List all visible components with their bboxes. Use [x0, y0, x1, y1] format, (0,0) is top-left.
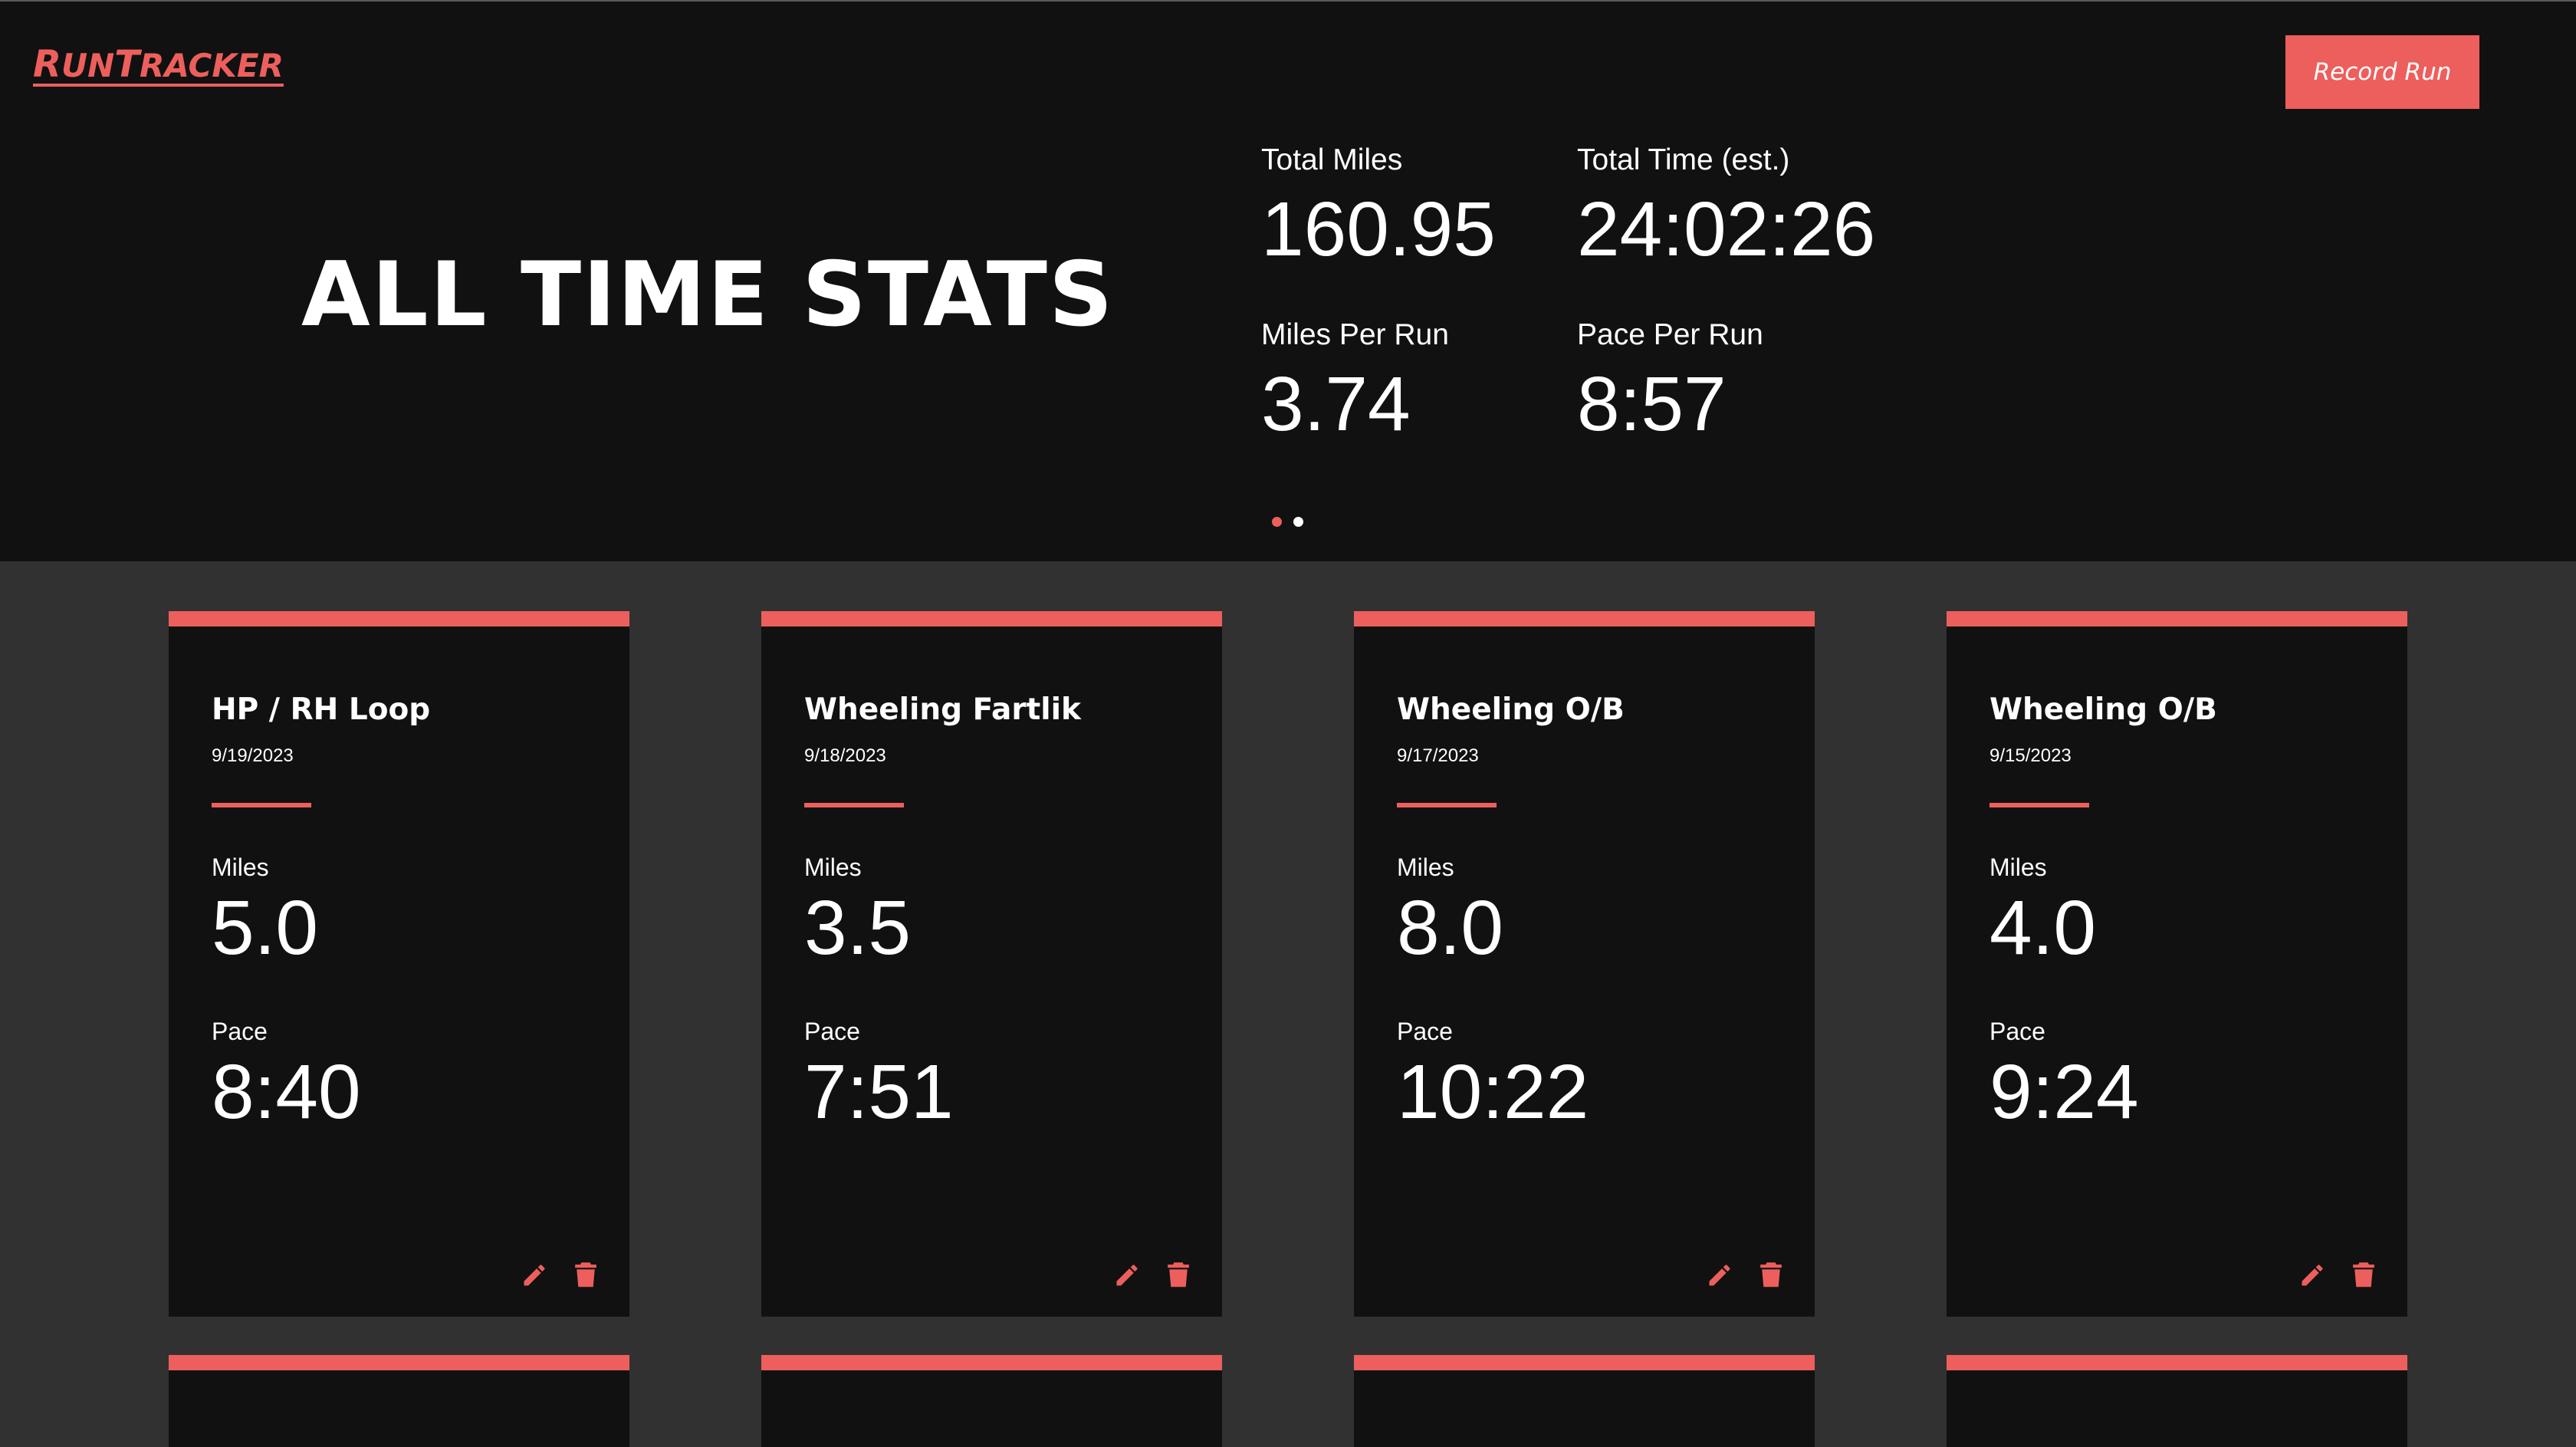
miles-value: 4.0: [1990, 885, 2097, 971]
card-divider: [804, 803, 904, 807]
pace-label: Pace: [212, 1018, 268, 1045]
miles-label: Miles: [1397, 853, 1454, 881]
run-name: Wheeling O/B: [1990, 692, 2217, 727]
trash-icon[interactable]: [573, 1261, 599, 1289]
pencil-icon[interactable]: [2298, 1261, 2326, 1289]
run-card: Wheeling O/B 9/15/2023 Miles 4.0 Pace 9:…: [1947, 611, 2407, 1317]
run-card: HP / RH Loop 9/19/2023 Miles 5.0 Pace 8:…: [169, 611, 629, 1317]
page-title: ALL TIME STATS: [301, 243, 1115, 347]
pencil-icon[interactable]: [1706, 1261, 1733, 1289]
logo-letter-t: T: [114, 43, 140, 86]
stat-total-miles: Total Miles 160.95: [1261, 143, 1496, 268]
miles-label: Miles: [212, 853, 269, 881]
card-divider: [212, 803, 311, 807]
logo-part-un: un: [61, 47, 115, 84]
pencil-icon[interactable]: [1113, 1261, 1141, 1289]
run-card-partial: [761, 1355, 1222, 1447]
card-actions: [1706, 1261, 1784, 1289]
run-date: 9/18/2023: [804, 745, 886, 766]
pace-value: 9:24: [1990, 1049, 2139, 1135]
carousel-dot-2[interactable]: [1293, 517, 1303, 527]
trash-icon[interactable]: [1165, 1261, 1191, 1289]
record-run-button[interactable]: Record Run: [2285, 35, 2479, 109]
stat-label: Miles Per Run: [1261, 318, 1449, 351]
stat-label: Pace Per Run: [1577, 318, 1763, 351]
pace-value: 10:22: [1397, 1049, 1589, 1135]
stat-pace-per-run: Pace Per Run 8:57: [1577, 318, 1763, 442]
card-actions: [2298, 1261, 2377, 1289]
stat-value: 160.95: [1261, 186, 1496, 272]
miles-label: Miles: [1990, 853, 2047, 881]
pace-value: 8:40: [212, 1049, 361, 1135]
carousel-dots: [1272, 517, 1303, 527]
stat-value: 8:57: [1577, 361, 1727, 447]
run-name: Wheeling Fartlik: [804, 692, 1081, 727]
stat-value: 24:02:26: [1577, 186, 1876, 272]
pace-label: Pace: [1990, 1018, 2045, 1045]
trash-icon[interactable]: [2351, 1261, 2377, 1289]
run-name: HP / RH Loop: [212, 692, 431, 727]
run-name: Wheeling O/B: [1397, 692, 1625, 727]
trash-icon[interactable]: [1758, 1261, 1784, 1289]
card-divider: [1397, 803, 1497, 807]
carousel-dot-1[interactable]: [1272, 517, 1282, 527]
runtracker-logo[interactable]: RunTracker: [33, 45, 284, 87]
run-date: 9/17/2023: [1397, 745, 1479, 766]
pace-label: Pace: [804, 1018, 860, 1045]
logo-part-racker: racker: [139, 47, 284, 84]
stat-miles-per-run: Miles Per Run 3.74: [1261, 318, 1449, 442]
card-divider: [1990, 803, 2089, 807]
run-card: Wheeling Fartlik 9/18/2023 Miles 3.5 Pac…: [761, 611, 1222, 1317]
miles-label: Miles: [804, 853, 862, 881]
card-actions: [1113, 1261, 1191, 1289]
miles-value: 3.5: [804, 885, 912, 971]
run-date: 9/19/2023: [212, 745, 294, 766]
run-card-partial: [1947, 1355, 2407, 1447]
hero-header: RunTracker Record Run ALL TIME STATS Tot…: [0, 2, 2576, 561]
card-actions: [521, 1261, 599, 1289]
miles-value: 5.0: [212, 885, 319, 971]
stat-total-time: Total Time (est.) 24:02:26: [1577, 143, 1875, 268]
run-card: Wheeling O/B 9/17/2023 Miles 8.0 Pace 10…: [1354, 611, 1815, 1317]
pace-label: Pace: [1397, 1018, 1453, 1045]
stat-value: 3.74: [1261, 361, 1411, 447]
logo-letter-r: R: [33, 43, 61, 86]
top-rule: [0, 0, 2576, 2]
stat-label: Total Miles: [1261, 143, 1403, 176]
miles-value: 8.0: [1397, 885, 1504, 971]
run-card-partial: [169, 1355, 629, 1447]
run-date: 9/15/2023: [1990, 745, 2072, 766]
stat-label: Total Time (est.): [1577, 143, 1790, 176]
run-card-partial: [1354, 1355, 1815, 1447]
pencil-icon[interactable]: [521, 1261, 548, 1289]
pace-value: 7:51: [804, 1049, 954, 1135]
